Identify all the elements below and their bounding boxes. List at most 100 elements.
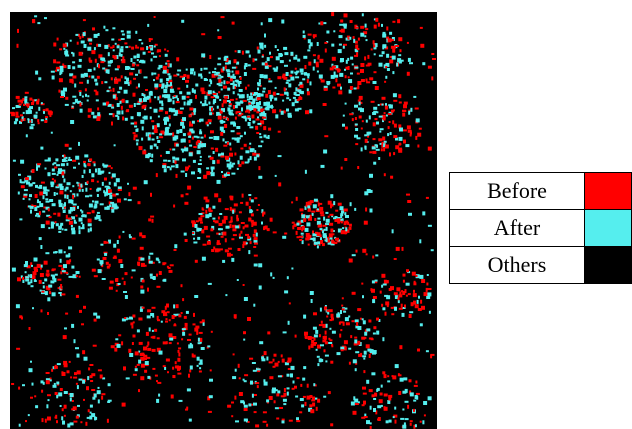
speckle xyxy=(97,112,100,116)
speckle xyxy=(253,234,256,237)
speckle xyxy=(304,72,307,74)
speckle xyxy=(383,118,386,121)
speckle xyxy=(79,82,83,84)
speckle xyxy=(259,341,263,344)
speckle xyxy=(107,266,110,269)
speckle xyxy=(391,313,394,315)
speckle xyxy=(72,76,76,79)
speckle xyxy=(162,71,164,73)
speckle xyxy=(18,387,20,390)
speckle xyxy=(82,189,84,192)
speckle xyxy=(355,117,357,120)
speckle xyxy=(221,156,225,158)
speckle xyxy=(237,279,239,281)
speckle xyxy=(63,179,65,183)
speckle xyxy=(200,222,203,224)
speckle xyxy=(70,40,72,42)
speckle xyxy=(318,55,320,58)
speckle xyxy=(243,339,245,341)
speckle xyxy=(46,270,49,273)
speckle xyxy=(350,73,353,75)
speckle xyxy=(330,238,333,240)
speckle xyxy=(21,100,23,104)
speckle xyxy=(194,136,198,138)
speckle xyxy=(234,153,236,156)
speckle xyxy=(112,27,115,29)
speckle xyxy=(131,123,135,125)
speckle xyxy=(57,38,59,41)
speckle xyxy=(240,148,243,150)
speckle xyxy=(185,239,188,242)
speckle xyxy=(268,135,270,139)
speckle xyxy=(172,149,175,151)
speckle xyxy=(227,88,230,91)
speckle xyxy=(111,77,113,80)
speckle xyxy=(130,80,132,84)
speckle xyxy=(288,83,291,87)
speckle xyxy=(110,90,112,92)
speckle xyxy=(383,284,387,286)
speckle xyxy=(39,211,41,215)
speckle xyxy=(79,218,83,222)
speckle xyxy=(356,52,358,56)
speckle xyxy=(217,106,219,109)
speckle xyxy=(161,103,163,106)
speckle xyxy=(149,327,151,331)
speckle xyxy=(204,197,208,200)
speckle xyxy=(249,143,251,145)
speckle xyxy=(40,273,44,277)
speckle xyxy=(21,181,25,183)
speckle xyxy=(269,361,273,363)
speckle xyxy=(98,64,100,68)
speckle xyxy=(61,293,65,295)
speckle xyxy=(47,394,51,396)
speckle xyxy=(352,254,356,256)
speckle xyxy=(24,98,27,102)
speckle xyxy=(20,160,24,164)
speckle xyxy=(244,380,247,382)
speckle xyxy=(69,221,73,225)
speckle xyxy=(276,418,279,420)
speckle xyxy=(198,342,201,344)
speckle xyxy=(281,354,283,357)
speckle xyxy=(274,354,277,357)
speckle xyxy=(210,369,212,371)
speckle xyxy=(204,96,207,100)
speckle xyxy=(415,381,417,384)
speckle xyxy=(87,100,89,102)
speckle xyxy=(186,69,188,71)
speckle xyxy=(214,193,218,197)
speckle xyxy=(117,199,121,203)
speckle xyxy=(89,76,91,78)
speckle xyxy=(208,208,211,212)
speckle xyxy=(313,67,315,71)
speckle xyxy=(199,131,202,134)
speckle xyxy=(392,49,395,53)
speckle xyxy=(233,91,235,94)
speckle xyxy=(70,207,73,211)
speckle xyxy=(103,257,107,260)
speckle xyxy=(124,317,126,319)
speckle xyxy=(119,236,121,239)
speckle xyxy=(145,89,148,91)
speckle xyxy=(362,404,365,406)
speckle xyxy=(253,58,255,62)
speckle xyxy=(373,398,376,400)
speckle xyxy=(157,96,159,100)
speckle xyxy=(313,327,317,330)
speckle xyxy=(379,131,381,133)
speckle xyxy=(330,361,333,364)
speckle xyxy=(277,76,281,79)
speckle xyxy=(125,46,128,48)
speckle xyxy=(426,350,429,352)
speckle xyxy=(207,241,211,245)
speckle xyxy=(384,173,386,176)
speckle xyxy=(215,220,219,223)
speckle xyxy=(179,91,182,94)
speckle xyxy=(296,417,299,420)
speckle xyxy=(257,368,261,370)
speckle xyxy=(258,176,262,179)
speckle xyxy=(32,307,34,309)
speckle xyxy=(87,376,89,380)
speckle xyxy=(189,129,193,132)
